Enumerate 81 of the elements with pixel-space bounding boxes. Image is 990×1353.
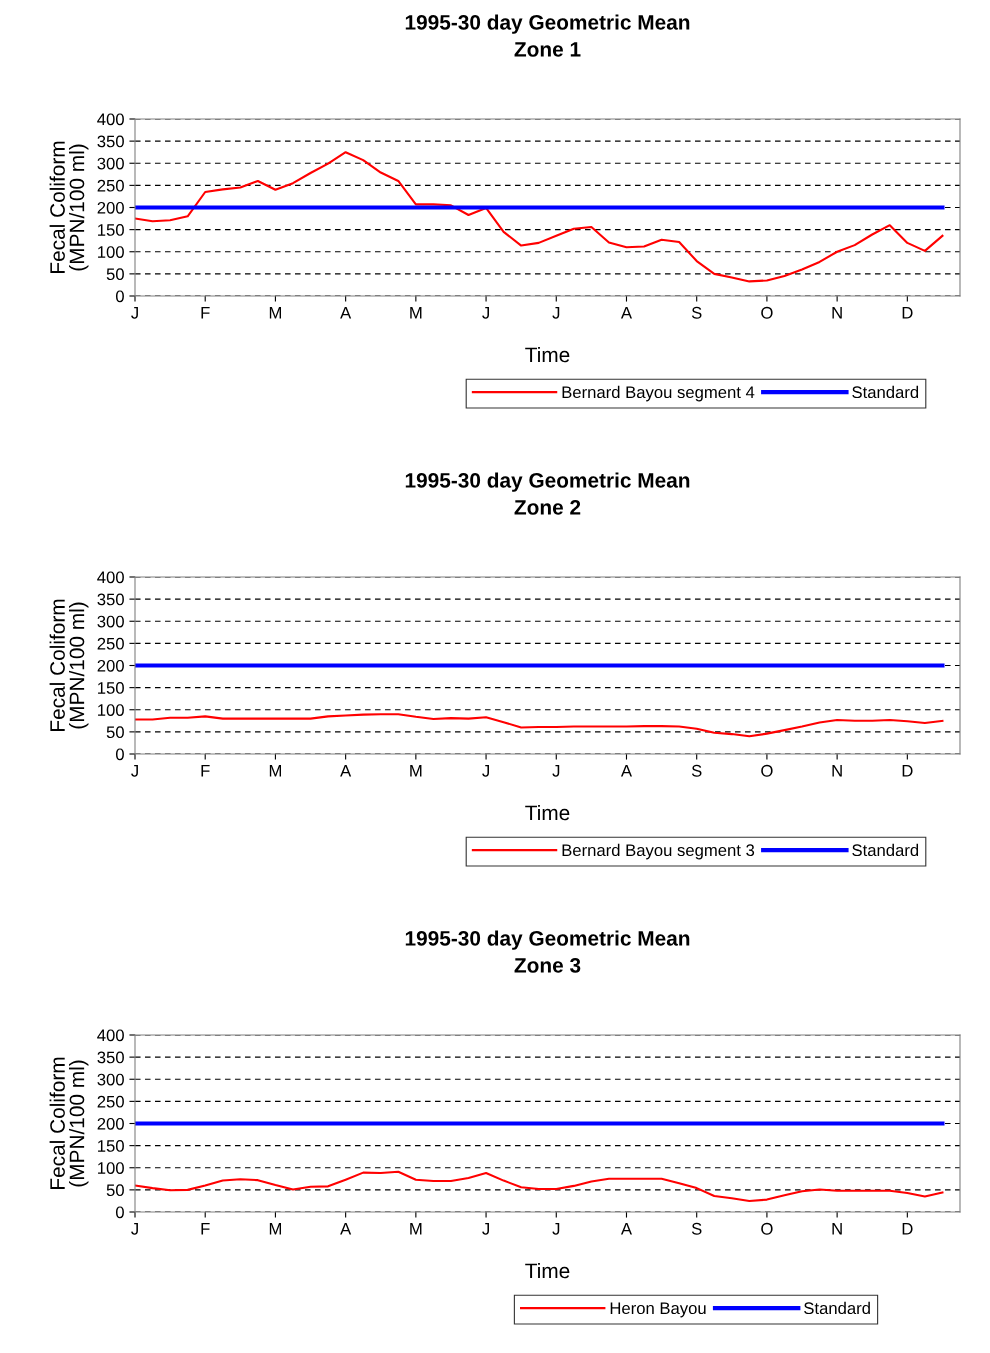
x-tick-label: A bbox=[340, 765, 352, 777]
x-tick-label: J bbox=[552, 307, 560, 319]
x-tick-label: J bbox=[131, 765, 138, 777]
line-series bbox=[135, 1170, 944, 1202]
line-series bbox=[135, 151, 944, 283]
x-tick-label: S bbox=[691, 764, 702, 777]
y-tick-label: 100 bbox=[98, 1162, 124, 1174]
x-tick-label: D bbox=[902, 307, 913, 319]
x-tick-label: J bbox=[131, 307, 138, 319]
y-tick-label: 100 bbox=[98, 246, 124, 258]
x-tick-label: O bbox=[761, 764, 773, 777]
y-tick-label: 100 bbox=[98, 704, 124, 716]
y-tick-label: 400 bbox=[97, 113, 124, 126]
legend-label: Bernard Bayou segment 4 bbox=[562, 385, 755, 402]
x-tick-label: J bbox=[482, 1223, 489, 1235]
y-axis-title: Fecal Coliform (MPN/100 ml) bbox=[49, 1057, 89, 1189]
x-tick-label: A bbox=[620, 765, 633, 777]
y-tick-label: 200 bbox=[97, 201, 124, 214]
y-tick-label: 250 bbox=[97, 1095, 124, 1108]
x-tick-label: S bbox=[691, 306, 702, 319]
x-tick-label: N bbox=[832, 307, 842, 319]
x-tick-label: F bbox=[201, 765, 210, 777]
legend-label: Standard bbox=[804, 1301, 870, 1315]
y-tick-label: 150 bbox=[98, 1140, 124, 1152]
y-tick-label: 350 bbox=[97, 135, 124, 148]
x-tick-label: N bbox=[832, 765, 842, 777]
x-axis-title: Time bbox=[525, 1262, 570, 1279]
x-tick-label: A bbox=[620, 1223, 633, 1235]
x-tick-label: A bbox=[340, 1223, 352, 1235]
chart-title: 1995-30 day Geometric Mean Zone 3 bbox=[405, 930, 690, 973]
y-axis-title: Fecal Coliform (MPN/100 ml) bbox=[49, 599, 89, 731]
x-tick-label: A bbox=[340, 307, 352, 319]
x-tick-label: M bbox=[269, 307, 281, 319]
y-tick-label: 250 bbox=[97, 637, 124, 650]
y-tick-label: 0 bbox=[115, 1206, 124, 1219]
x-tick-label: J bbox=[552, 765, 560, 777]
y-tick-label: 50 bbox=[106, 1184, 124, 1197]
y-tick-label: 300 bbox=[97, 157, 124, 170]
x-tick-label: J bbox=[482, 307, 489, 319]
x-tick-label: J bbox=[482, 765, 489, 777]
x-tick-label: M bbox=[410, 765, 422, 777]
legend-label: Standard bbox=[852, 385, 919, 399]
y-tick-label: 50 bbox=[106, 726, 124, 739]
y-tick-label: 150 bbox=[98, 224, 124, 236]
y-tick-label: 0 bbox=[115, 290, 124, 303]
x-tick-label: S bbox=[691, 1222, 702, 1235]
legend-label: Standard bbox=[852, 843, 919, 857]
y-tick-label: 300 bbox=[97, 615, 124, 628]
x-tick-label: D bbox=[902, 765, 913, 777]
y-tick-label: 400 bbox=[97, 571, 124, 584]
x-tick-label: M bbox=[269, 765, 281, 777]
x-tick-label: M bbox=[269, 1223, 281, 1235]
x-tick-label: O bbox=[761, 1222, 773, 1235]
y-tick-label: 50 bbox=[106, 268, 124, 281]
x-tick-label: N bbox=[832, 1223, 842, 1235]
x-tick-label: J bbox=[131, 1223, 138, 1235]
y-axis-title: Fecal Coliform (MPN/100 ml) bbox=[49, 141, 89, 273]
x-tick-label: F bbox=[201, 307, 210, 319]
x-tick-label: D bbox=[902, 1223, 913, 1235]
x-axis-title: Time bbox=[525, 346, 570, 363]
y-tick-label: 200 bbox=[97, 1117, 124, 1130]
legend-label: Bernard Bayou segment 3 bbox=[562, 843, 755, 860]
y-tick-label: 350 bbox=[97, 593, 124, 606]
x-tick-label: O bbox=[761, 306, 773, 319]
y-tick-label: 300 bbox=[97, 1073, 124, 1086]
x-tick-label: M bbox=[410, 307, 422, 319]
line-series bbox=[135, 713, 944, 738]
y-tick-label: 150 bbox=[98, 682, 124, 694]
legend-label: Heron Bayou bbox=[610, 1302, 706, 1318]
x-tick-label: M bbox=[410, 1223, 422, 1235]
y-tick-label: 400 bbox=[97, 1029, 124, 1042]
y-tick-label: 0 bbox=[115, 748, 124, 761]
x-tick-label: J bbox=[552, 1223, 560, 1235]
y-tick-label: 250 bbox=[97, 179, 124, 192]
y-tick-label: 200 bbox=[97, 659, 124, 672]
x-tick-label: F bbox=[201, 1223, 210, 1235]
chart-title: 1995-30 day Geometric Mean Zone 1 bbox=[405, 14, 690, 57]
x-tick-label: A bbox=[620, 307, 633, 319]
y-tick-label: 350 bbox=[97, 1051, 124, 1064]
chart-title: 1995-30 day Geometric Mean Zone 2 bbox=[405, 472, 690, 515]
x-axis-title: Time bbox=[525, 804, 570, 821]
